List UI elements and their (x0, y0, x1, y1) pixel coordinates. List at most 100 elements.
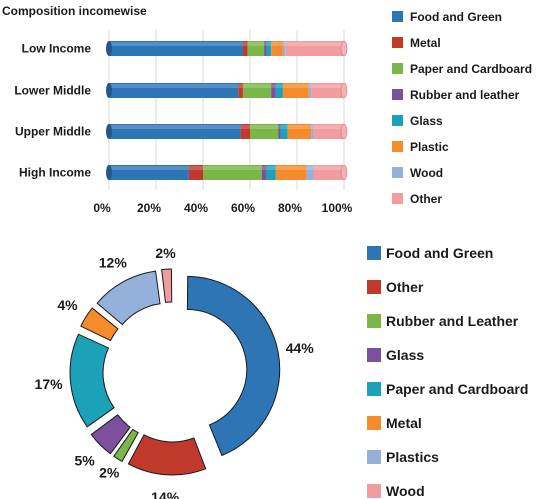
bar-x-tick-labels: 0% 20% 40% 60% 80% 100% (93, 201, 352, 215)
pie-legend-label: Food and Green (386, 245, 493, 261)
bar-legend-swatch (392, 37, 403, 48)
bar-x-tick-label: 100% (322, 201, 353, 215)
bar-segment-highlight (238, 84, 243, 88)
pie-data-label: 4% (57, 297, 78, 313)
bar-segment (280, 124, 288, 139)
pie-legend-swatch (367, 314, 381, 328)
bar-legend-swatch (392, 141, 403, 152)
bar-legend-label: Paper and Cardboard (410, 62, 532, 76)
bar-segment-highlight (275, 166, 307, 170)
bar-segment (238, 83, 243, 98)
pie-legend-swatch (367, 450, 381, 464)
bar-segment (308, 83, 312, 98)
bar-cap-left (106, 165, 112, 180)
pie-data-label: 14% (151, 489, 180, 499)
pie-chart: 44%14%2%5%17%4%12%2% Food and GreenOther… (35, 245, 529, 499)
bar-segment-highlight (271, 84, 276, 88)
bar-segment (275, 83, 283, 98)
pie-data-label: 2% (155, 245, 176, 261)
bar-segment (311, 124, 314, 139)
pie-slice (127, 434, 207, 476)
pie-legend-label: Wood (386, 483, 425, 499)
bar-legend: Food and Green Metal Paper and Cardboard Ru… (392, 10, 532, 206)
pie-legend-swatch (367, 246, 381, 260)
bar-segment (261, 165, 267, 180)
bar-segment-highlight (109, 125, 241, 129)
bar-segment (240, 124, 250, 139)
bar-segment-highlight (275, 84, 283, 88)
bar-segment-highlight (308, 84, 312, 88)
pie-slice (161, 268, 173, 303)
bar-chart: Composition incomewise Low Income Lower M… (2, 4, 532, 215)
bar-category-label: Low Income (22, 42, 92, 56)
bar-cap-right (340, 164, 348, 181)
bar-cap-left (106, 83, 112, 98)
bar-segment (278, 124, 281, 139)
pie-data-labels: 44%14%2%5%17%4%12%2% (35, 245, 315, 499)
pie-legend-label: Metal (386, 415, 422, 431)
pie-data-label: 17% (35, 376, 64, 392)
bar-legend-label: Glass (410, 114, 443, 128)
pie-legend-label: Rubber and Leather (386, 313, 519, 329)
pie-legend-swatch (367, 348, 381, 362)
bar-segment-highlight (287, 125, 312, 129)
bar-segment (271, 41, 283, 56)
bar-segment-highlight (240, 125, 250, 129)
bar-segment-highlight (250, 125, 279, 129)
bar-segment-highlight (271, 42, 283, 46)
bar-legend-label: Other (410, 192, 442, 206)
bar-cap-left (106, 41, 112, 56)
bar-cap-left (106, 124, 112, 139)
bar-segment-highlight (109, 84, 239, 88)
bar-segment-highlight (261, 166, 267, 170)
bar-cap-right (340, 123, 348, 140)
pie-legend-swatch (367, 416, 381, 430)
bar-segment-highlight (280, 125, 288, 129)
bar-category-label: High Income (19, 166, 91, 180)
pie-legend-swatch (367, 280, 381, 294)
bar-segment (266, 165, 276, 180)
bar-grid (108, 30, 345, 190)
pie-data-label: 5% (74, 452, 95, 468)
bar-segment-highlight (247, 42, 265, 46)
bar-segment-highlight (313, 125, 344, 129)
bar-x-tick-label: 80% (278, 201, 302, 215)
pie-slice (90, 414, 131, 455)
bar-segment (271, 83, 276, 98)
pie-legend: Food and Green Other Rubber and Leather Gla… (367, 245, 528, 499)
bar-segment-highlight (311, 125, 314, 129)
bar-segment-highlight (203, 166, 262, 170)
bar-segment-highlight (278, 125, 281, 129)
bar-x-tick-label: 60% (231, 201, 255, 215)
pie-slice (69, 333, 115, 428)
bar-segment-highlight (188, 166, 203, 170)
pie-data-label: 44% (286, 340, 315, 356)
pie-legend-label: Other (386, 279, 424, 295)
pie-data-label: 2% (99, 464, 120, 480)
bar-legend-swatch (392, 167, 403, 178)
bar-legend-label: Wood (410, 166, 443, 180)
bar-category-labels: Low Income Lower Middle Upper Middle High I… (14, 42, 91, 180)
pie-legend-label: Paper and Cardboard (386, 381, 528, 397)
pie-slices (69, 268, 281, 476)
bar-legend-label: Food and Green (410, 10, 502, 24)
bar-segment-highlight (109, 166, 189, 170)
bar-x-tick-label: 40% (184, 201, 208, 215)
pie-slice (186, 275, 281, 457)
bar-segment-highlight (266, 42, 272, 46)
pie-slice (113, 428, 139, 463)
bar-segment (264, 41, 267, 56)
bar-category-label: Lower Middle (14, 84, 91, 98)
bar-legend-swatch (392, 63, 403, 74)
bar-category-label: Upper Middle (15, 125, 91, 139)
bar-segment-highlight (313, 166, 344, 170)
bar-segment-highlight (282, 84, 309, 88)
pie-legend-label: Glass (386, 347, 424, 363)
bar-x-tick-label: 20% (137, 201, 161, 215)
bar-segment (266, 41, 272, 56)
bar-segment (306, 165, 314, 180)
bar-cap-right (340, 82, 348, 99)
bar-segment-highlight (109, 42, 243, 46)
bar-segment-highlight (306, 166, 314, 170)
